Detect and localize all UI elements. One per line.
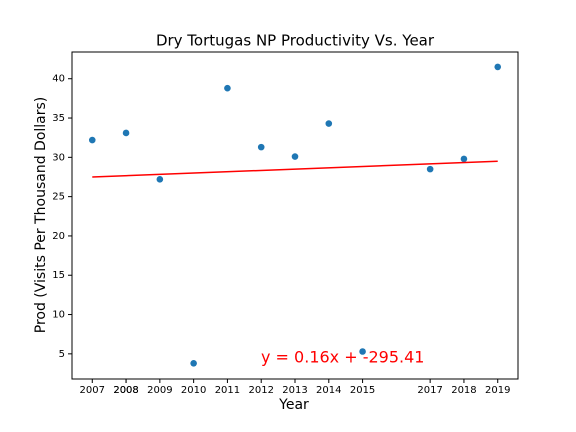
annotation: y = 0.16x + -295.41 xyxy=(261,348,424,367)
point xyxy=(88,136,96,144)
chart-title: Dry Tortugas NP Productivity Vs. Year xyxy=(156,32,435,50)
point xyxy=(291,153,299,160)
plot-frame xyxy=(71,51,519,380)
point xyxy=(325,120,333,127)
point xyxy=(224,84,231,92)
point xyxy=(190,359,197,367)
x-axis-label: Year xyxy=(278,397,309,413)
y-tick-label: 20 xyxy=(52,231,65,242)
y-tick-label: 25 xyxy=(52,192,65,203)
y-tick-label: 15 xyxy=(52,270,65,281)
fit-line xyxy=(92,160,498,178)
y-tick-label: 10 xyxy=(52,310,65,321)
x-tick-label: 2014 xyxy=(316,385,341,396)
x-tick-label: 2013 xyxy=(282,385,307,396)
x-tick-label: 2015 xyxy=(350,385,375,396)
x-tick-label: 2009 xyxy=(147,385,172,396)
x-tick-label: 2018 xyxy=(451,385,476,396)
x-tick-label: 2011 xyxy=(215,385,240,396)
y-tick-label: 35 xyxy=(52,113,65,124)
point xyxy=(257,143,265,151)
point xyxy=(460,155,468,163)
x-tick-label: 2008 xyxy=(113,385,138,396)
point xyxy=(426,165,434,173)
point xyxy=(156,176,164,183)
point xyxy=(494,63,502,71)
x-tick-label: 2019 xyxy=(485,385,510,396)
point xyxy=(359,348,366,355)
point xyxy=(122,129,130,137)
x-tick-label: 2008 xyxy=(113,385,138,396)
y-tick-label: 30 xyxy=(52,152,65,163)
x-tick-label: 2010 xyxy=(181,385,206,396)
y-tick-label: 40 xyxy=(52,74,65,85)
x-tick-label: 2017 xyxy=(417,385,442,396)
x-tick-label: 2007 xyxy=(80,385,105,396)
y-axis-label: Prod (Visits Per Thousand Dollars) xyxy=(33,97,49,334)
y-tick-label: 5 xyxy=(59,349,65,360)
x-tick-label: 2012 xyxy=(248,385,273,396)
